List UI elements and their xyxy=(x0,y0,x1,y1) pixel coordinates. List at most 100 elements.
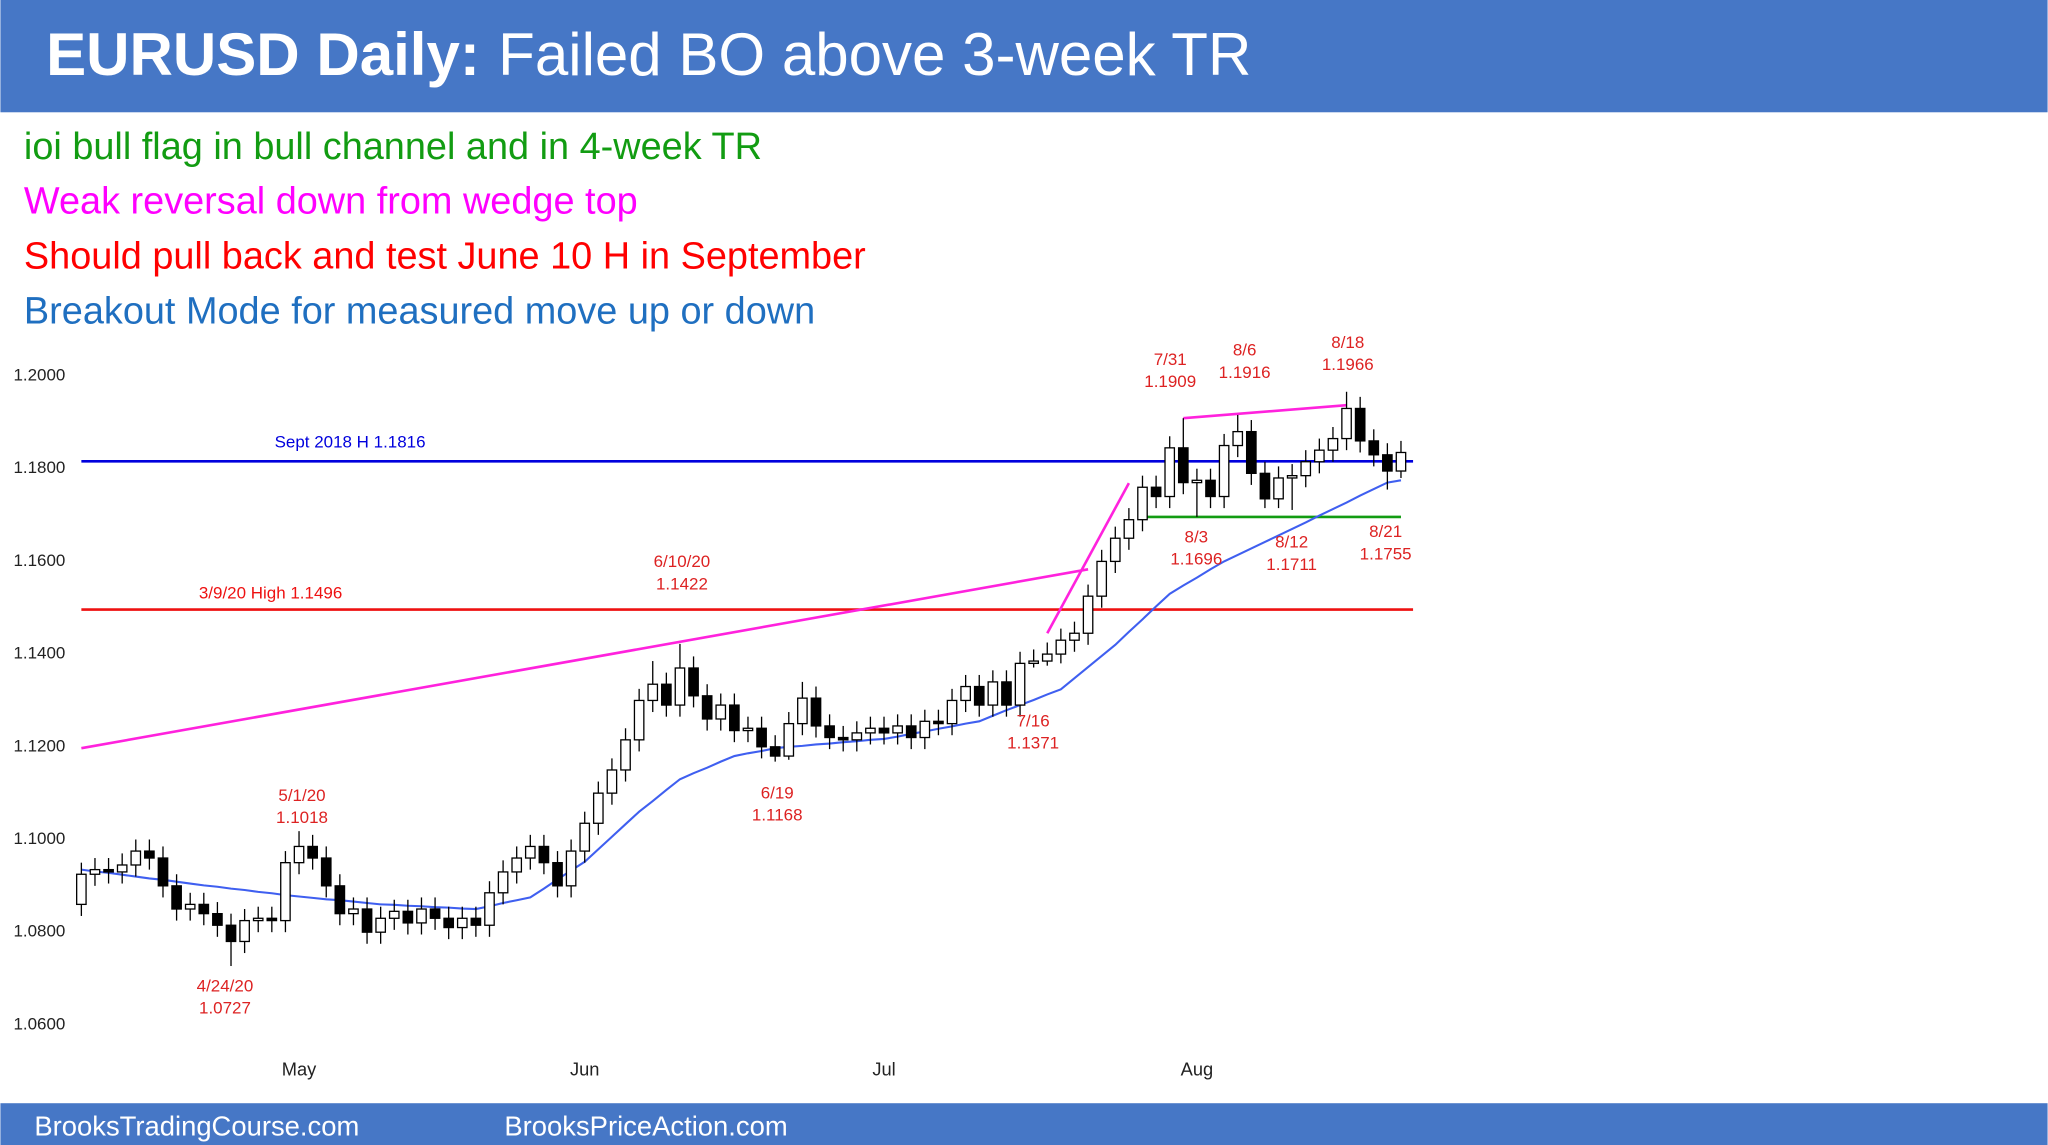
candle-body xyxy=(1096,560,1108,597)
candle-body xyxy=(592,792,604,824)
note: ioi bull flag in bull channel and in 4-w… xyxy=(24,126,762,168)
annotation-date: 8/21 xyxy=(1369,522,1402,541)
candle-body xyxy=(973,685,985,706)
y-tick-label: 1.1000 xyxy=(13,829,65,848)
candle-body xyxy=(130,850,142,866)
header-bar xyxy=(0,0,2048,113)
annotation-price: 1.1018 xyxy=(276,808,328,827)
annotation-price: 1.1696 xyxy=(1170,550,1222,569)
y-tick-label: 1.0600 xyxy=(13,1014,65,1033)
candle-body xyxy=(1164,447,1176,498)
annotation-date: 6/10/20 xyxy=(654,552,711,571)
trendline xyxy=(81,567,1089,750)
annotation-date: 8/6 xyxy=(1233,341,1257,360)
annotation-price: 1.1966 xyxy=(1322,355,1374,374)
candle-body xyxy=(783,722,795,757)
candle-body xyxy=(443,917,455,929)
candle-body xyxy=(1137,486,1148,521)
candle-body xyxy=(497,871,509,894)
candle-body xyxy=(252,917,264,922)
candle-body xyxy=(892,725,903,734)
annotation-date: 7/31 xyxy=(1154,350,1187,369)
annotation-price: 1.1916 xyxy=(1219,363,1271,382)
trendline xyxy=(1046,482,1131,634)
candle-body xyxy=(824,725,835,739)
candle-body xyxy=(1177,447,1189,484)
candle-body xyxy=(701,695,713,720)
candle-body xyxy=(865,727,876,734)
annotation-price: 1.1711 xyxy=(1266,555,1317,574)
candle-body xyxy=(987,681,999,706)
footer-link: BrooksTradingCourse.com xyxy=(34,1110,359,1141)
candle-body xyxy=(1082,595,1094,634)
x-tick-label: Aug xyxy=(1181,1058,1214,1079)
note: Weak reversal down from wedge top xyxy=(24,181,638,223)
candle-body xyxy=(1300,461,1312,477)
footer-bar xyxy=(0,1103,2048,1145)
candle-body xyxy=(606,769,618,794)
candle-body xyxy=(647,683,659,702)
candle-body xyxy=(1109,537,1121,563)
candle-body xyxy=(797,697,808,725)
candle-body xyxy=(198,903,210,915)
y-tick-label: 1.1800 xyxy=(13,458,65,477)
candle-body xyxy=(280,862,291,922)
candle-body xyxy=(1191,479,1203,484)
candle-body xyxy=(293,845,305,864)
candle-body xyxy=(144,850,155,859)
candle-body xyxy=(810,697,822,727)
candle-body xyxy=(89,868,101,875)
candle-body xyxy=(1150,486,1162,498)
annotation-price: 1.1422 xyxy=(656,574,708,593)
candle-body xyxy=(660,683,672,706)
candle-body xyxy=(565,850,577,887)
annotation-date: 5/1/20 xyxy=(278,786,325,805)
candle-body xyxy=(1232,430,1244,447)
candle-body xyxy=(878,727,890,734)
candle-body xyxy=(1273,477,1284,500)
candle-body xyxy=(171,885,182,910)
candle-body xyxy=(1395,451,1407,472)
candle-body xyxy=(1123,519,1135,539)
level-label: Sept 2018 H 1.1816 xyxy=(275,432,426,451)
annotation-price: 1.0727 xyxy=(199,999,251,1018)
candle-body xyxy=(456,917,468,929)
candle-body xyxy=(552,862,563,887)
annotation-date: 7/16 xyxy=(1017,711,1050,730)
annotation-price: 1.1755 xyxy=(1360,544,1412,563)
candle-body xyxy=(1327,437,1339,451)
candle-body xyxy=(307,845,318,859)
candle-body xyxy=(1041,653,1053,662)
candle-body xyxy=(905,725,917,739)
candle-body xyxy=(837,736,849,741)
candle-body xyxy=(1245,430,1257,474)
annotation-price: 1.1168 xyxy=(752,805,803,824)
x-tick-label: May xyxy=(282,1058,317,1079)
annotation-date: 8/18 xyxy=(1331,333,1364,352)
candle-body xyxy=(1259,472,1271,500)
title-lead: EURUSD Daily: xyxy=(46,21,480,88)
y-tick-label: 1.1200 xyxy=(13,736,65,755)
candle-body xyxy=(715,704,727,720)
y-tick-label: 1.1600 xyxy=(13,551,65,570)
annotation-date: 6/19 xyxy=(761,783,794,802)
candle-body xyxy=(266,917,278,922)
candle-body xyxy=(76,873,87,906)
candle-body xyxy=(402,910,414,924)
candle-body xyxy=(633,699,645,741)
candle-body xyxy=(470,917,482,926)
candle-body xyxy=(388,910,400,919)
candle-body xyxy=(225,924,237,943)
candle-body xyxy=(1055,639,1067,655)
candle-body xyxy=(103,868,114,873)
candle-body xyxy=(239,919,250,943)
candle-body xyxy=(933,720,944,725)
candle-body xyxy=(524,845,536,859)
candle-body xyxy=(334,885,346,915)
chart-title: EURUSD Daily: Failed BO above 3-week TR xyxy=(46,21,1251,88)
candle-body xyxy=(1014,662,1026,706)
candle-body xyxy=(1001,681,1012,706)
candle-body xyxy=(729,704,740,732)
candle-body xyxy=(579,822,591,852)
